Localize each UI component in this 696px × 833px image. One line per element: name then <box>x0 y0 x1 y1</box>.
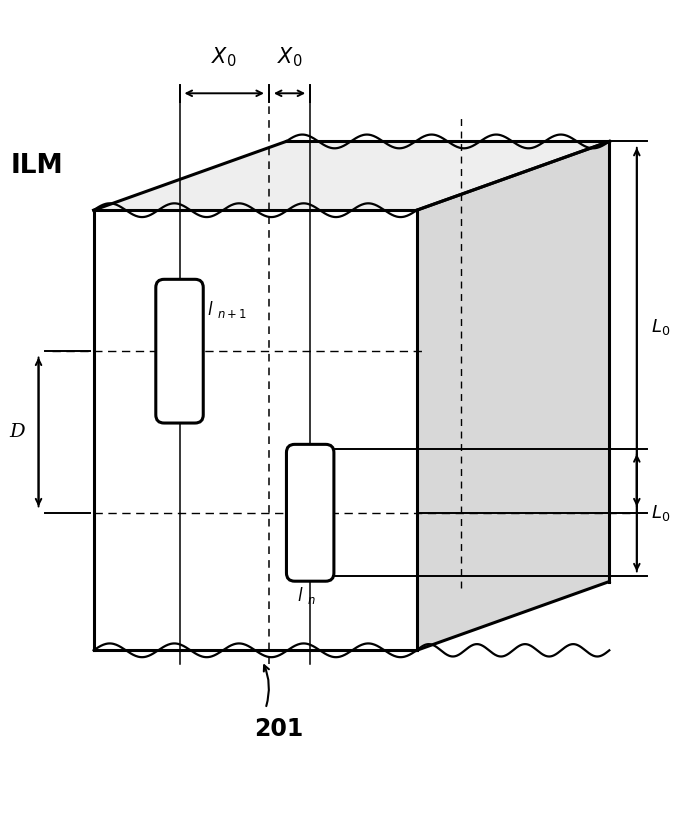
Text: $l\ _{n+1}$: $l\ _{n+1}$ <box>207 299 247 321</box>
Text: ILM: ILM <box>11 152 63 178</box>
Polygon shape <box>93 210 417 651</box>
Text: $X_0$: $X_0$ <box>277 46 302 69</box>
Text: $L_0$: $L_0$ <box>651 317 670 337</box>
FancyBboxPatch shape <box>287 444 334 581</box>
Polygon shape <box>93 142 609 210</box>
Text: 201: 201 <box>255 717 304 741</box>
Text: $l\ _n$: $l\ _n$ <box>297 585 316 606</box>
Polygon shape <box>417 142 609 651</box>
FancyBboxPatch shape <box>156 279 203 423</box>
Text: $L_0$: $L_0$ <box>651 503 670 523</box>
Text: D: D <box>9 423 25 441</box>
Text: $X_0$: $X_0$ <box>212 46 237 69</box>
